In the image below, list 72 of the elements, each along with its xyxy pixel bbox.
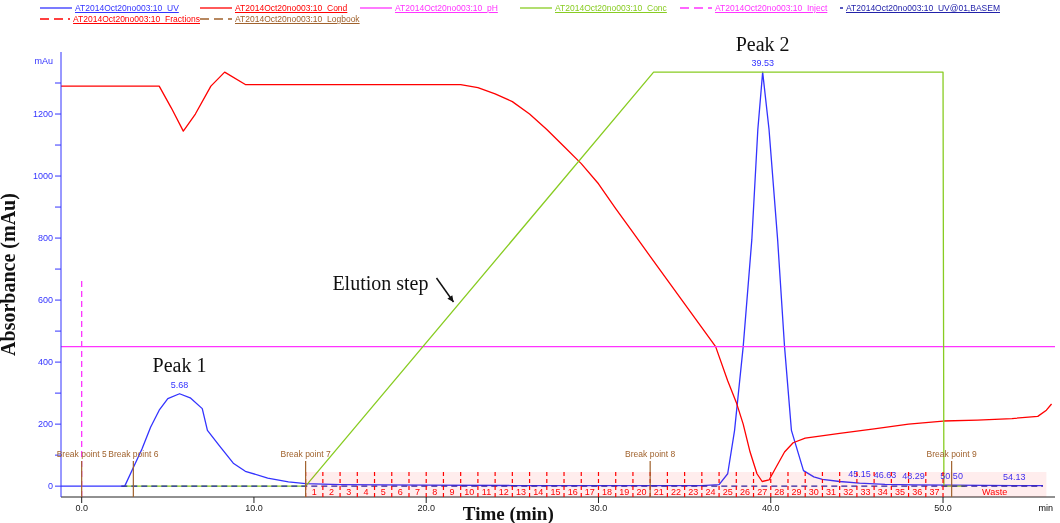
text: AT2014Oct20no003:10_UV@01,BASEM (845, 3, 1000, 13)
band-label: Waste (982, 487, 1008, 497)
x-tick-label: 30.0 (589, 503, 608, 514)
annotation: 5.68 (170, 379, 189, 390)
band-label: 25 (722, 487, 733, 497)
band-label: 11 (481, 487, 492, 497)
band-label: 5 (380, 487, 386, 497)
band-label: 33 (860, 487, 871, 497)
x-tick-label: 10.0 (245, 503, 263, 514)
annotation: 39.53 (751, 58, 774, 69)
y-tick-label: 400 (37, 357, 53, 368)
band-label: 20 (636, 487, 647, 497)
x-tick-label: 0.0 (75, 503, 88, 514)
legend-label: AT2014Oct20no003:10_Conc (555, 3, 667, 13)
annotation: Peak 1 (152, 354, 207, 377)
band-label: 36 (912, 487, 923, 497)
band-label: 26 (739, 487, 750, 497)
band-label: 28 (774, 487, 785, 497)
y-tick-label: 1200 (32, 109, 53, 120)
text: mAu (34, 56, 53, 66)
annotation: Elution step (332, 272, 429, 296)
y-tick-label: 200 (37, 419, 53, 430)
band-label: 4 (363, 487, 369, 497)
band-label: 23 (688, 487, 699, 497)
band-label: 35 (894, 487, 905, 497)
band-label: 30 (808, 487, 819, 497)
annotation: Peak 2 (735, 32, 790, 55)
band-label: 16 (567, 487, 578, 497)
band-label: 27 (757, 487, 768, 497)
text: AT2014Oct20no003:10_Fractions (73, 14, 200, 24)
ref-line-label: Break point 8 (625, 449, 676, 459)
band-label: 10 (464, 487, 475, 497)
band-label: 18 (602, 487, 613, 497)
y-tick-label: 1000 (32, 171, 53, 182)
x-tick-label: 20.0 (417, 503, 435, 514)
band-label: 17 (584, 487, 595, 497)
annotation: 46.63 (873, 470, 897, 481)
band-label: 21 (653, 487, 664, 497)
text: AT2014Oct20no003:10_Logbook (235, 14, 360, 24)
ref-line-label: Break point 7 (280, 449, 331, 459)
x-tick-label: 40.0 (761, 503, 780, 514)
band-label: 32 (843, 487, 854, 497)
band-label: 29 (791, 487, 802, 497)
band-label: 22 (671, 487, 682, 497)
band-label: 14 (533, 487, 544, 497)
band-label: 19 (619, 487, 630, 497)
band-label: 6 (397, 487, 403, 497)
legend-label: AT2014Oct20no003:10_pH (395, 3, 498, 13)
annotation: 54.13 (1002, 471, 1026, 482)
y-axis-title: Absorbance (mAu) (0, 193, 21, 356)
y-tick-label: 0 (47, 481, 53, 492)
band-label: 8 (432, 487, 438, 497)
legend-label: AT2014Oct20no003:10_Inject (715, 3, 828, 13)
band-label: 12 (498, 487, 509, 497)
band-label: 13 (515, 487, 526, 497)
band-label: 34 (877, 487, 888, 497)
legend-label: AT2014Oct20no003:10_Cond (235, 3, 348, 13)
band-label: 31 (826, 487, 837, 497)
band-label: 3 (346, 487, 352, 497)
y-tick-label: 600 (37, 295, 53, 306)
x-tick-label: 50.0 (934, 503, 952, 514)
band-label: 37 (929, 487, 940, 497)
band-label: 15 (550, 487, 561, 497)
legend-label: AT2014Oct20no003:10_UV (75, 3, 179, 13)
band-label: 1 (311, 487, 317, 497)
band-label: 2 (328, 487, 334, 497)
y-tick-label: 800 (37, 233, 53, 244)
band-label: 24 (705, 487, 716, 497)
band-label: 7 (415, 487, 421, 497)
band-label: 9 (449, 487, 455, 497)
text: min (1038, 503, 1053, 513)
annotation: 45.15 (848, 469, 871, 480)
